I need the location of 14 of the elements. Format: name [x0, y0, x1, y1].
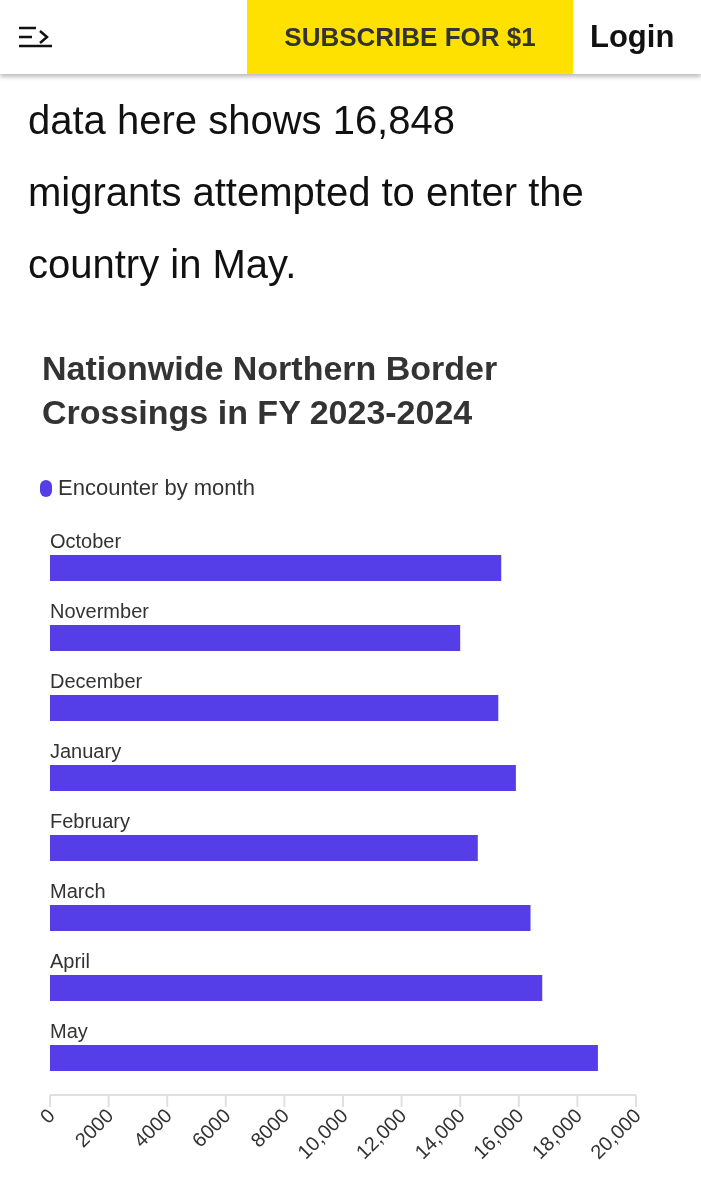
y-tick-label: March	[50, 880, 106, 902]
legend-label: Encounter by month	[58, 475, 255, 500]
y-tick-label: January	[50, 740, 122, 762]
y-tick-label: October	[50, 530, 122, 552]
x-tick-label: 0	[35, 1104, 59, 1128]
y-tick-label: May	[50, 1020, 88, 1042]
text: SUBSCRIBE FOR $1	[247, 0, 573, 74]
y-tick-label: April	[50, 950, 91, 972]
y-tick-label: December	[50, 670, 143, 692]
chart-title: Nationwide Northern Border Crossings in FY 2023-2024	[42, 349, 498, 431]
y-tick-label: February	[50, 810, 131, 832]
y-tick-label: Novermber	[50, 600, 150, 622]
text: Login	[590, 18, 675, 56]
text: data here shows 16,848 migrants attempted to enter the country in May.	[27, 97, 585, 288]
